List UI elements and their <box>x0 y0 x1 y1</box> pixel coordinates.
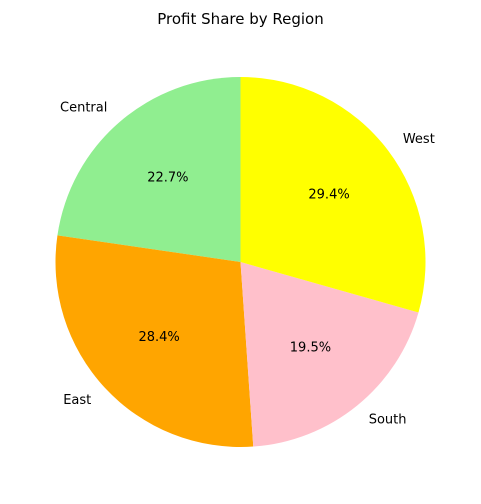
pie-labels: Central 22.7% East 28.4% South 19.5% West 29.4% <box>60 101 435 428</box>
pie-slice-east <box>55 235 254 447</box>
slice-label-west: West <box>403 132 435 147</box>
pie-slice-central <box>57 77 241 262</box>
slice-percent-west: 29.4% <box>308 188 349 203</box>
pie-slices <box>55 77 426 447</box>
slice-percent-south: 19.5% <box>290 341 331 356</box>
slice-percent-central: 22.7% <box>147 171 188 186</box>
slice-label-central: Central <box>60 101 107 116</box>
pie-slice-west <box>240 77 426 313</box>
slice-label-south: South <box>369 413 407 428</box>
chart-title: Profit Share by Region <box>157 10 323 28</box>
pie-slice-south <box>240 262 419 447</box>
slice-percent-east: 28.4% <box>138 330 179 345</box>
slice-label-east: East <box>63 393 91 408</box>
